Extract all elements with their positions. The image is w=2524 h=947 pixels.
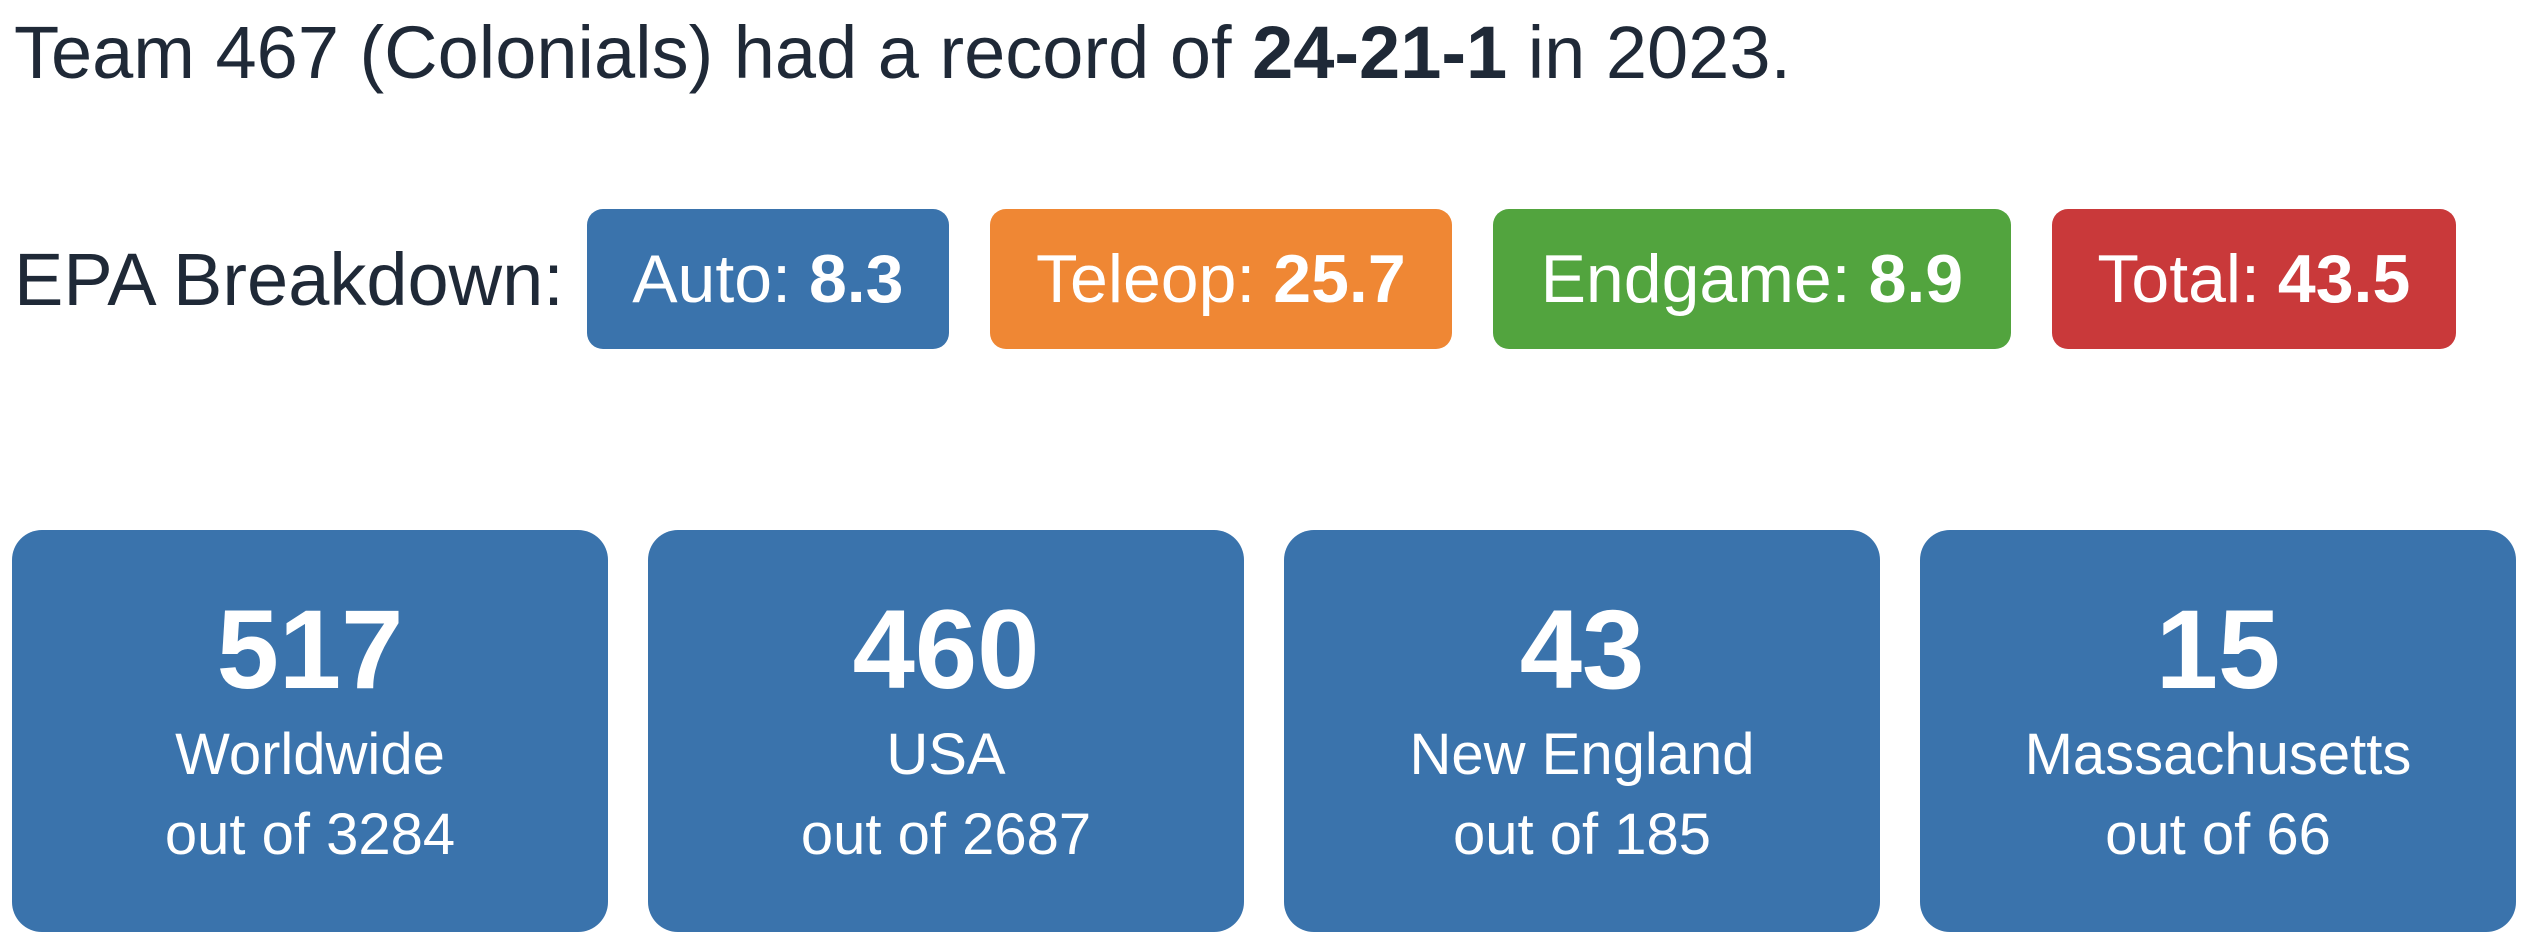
auto-epa-label: Auto:	[632, 241, 791, 317]
rank-card-usa: 460 USA out of 2687	[648, 530, 1244, 932]
rank-region: New England	[1409, 722, 1755, 787]
endgame-epa-badge: Endgame: 8.9	[1492, 209, 2011, 349]
total-epa-badge: Total: 43.5	[2051, 209, 2456, 349]
rank-out-of: out of 66	[2105, 802, 2331, 867]
endgame-epa-label: Endgame:	[1540, 241, 1851, 317]
team-record-summary: Team 467 (Colonials) had a record of 24-…	[14, 8, 1791, 98]
rank-number: 15	[2155, 587, 2281, 712]
teleop-epa-badge: Teleop: 25.7	[989, 209, 1452, 349]
record-value: 24-21-1	[1252, 11, 1508, 94]
record-prefix: Team 467 (Colonials) had a record of	[14, 11, 1232, 94]
rank-out-of: out of 2687	[800, 802, 1092, 867]
auto-epa-badge: Auto: 8.3	[586, 209, 949, 349]
rank-card-new-england: 43 New England out of 185	[1284, 530, 1880, 932]
epa-breakdown-label: EPA Breakdown:	[14, 237, 564, 321]
rank-out-of: out of 185	[1453, 802, 1711, 867]
endgame-epa-value: 8.9	[1868, 241, 1964, 317]
epa-breakdown: EPA Breakdown: Auto: 8.3 Teleop: 25.7 Endg…	[14, 209, 2456, 349]
teleop-epa-value: 25.7	[1273, 241, 1406, 317]
rank-region: Worldwide	[175, 722, 445, 787]
total-epa-value: 43.5	[2277, 241, 2411, 317]
total-epa-label: Total:	[2097, 241, 2260, 317]
auto-epa-value: 8.3	[808, 241, 904, 317]
rank-card-worldwide: 517 Worldwide out of 3284	[12, 530, 608, 932]
rank-card-massachusetts: 15 Massachusetts out of 66	[1920, 530, 2516, 932]
rank-region: USA	[886, 722, 1006, 787]
rank-number: 460	[852, 587, 1040, 712]
rank-out-of: out of 3284	[164, 802, 456, 867]
rank-number: 43	[1519, 587, 1645, 712]
teleop-epa-label: Teleop:	[1036, 241, 1256, 317]
rank-cards: 517 Worldwide out of 3284 460 USA out of…	[12, 530, 2516, 932]
record-suffix: in 2023.	[1527, 11, 1792, 94]
rank-region: Massachusetts	[2024, 722, 2412, 787]
rank-number: 517	[216, 587, 404, 712]
